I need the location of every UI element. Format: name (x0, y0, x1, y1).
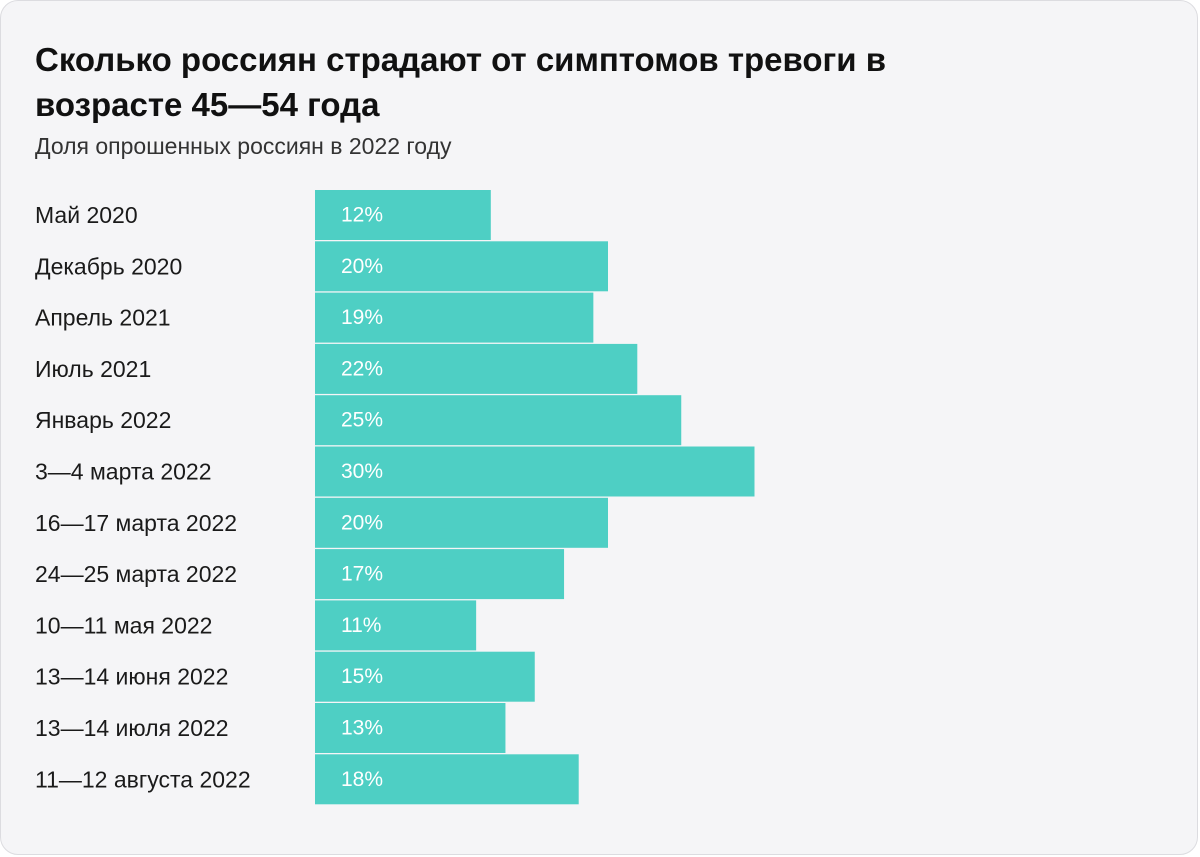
category-label: 10—11 мая 2022 (35, 612, 212, 638)
category-label: 13—14 июня 2022 (35, 664, 228, 690)
category-label: Январь 2022 (35, 407, 171, 433)
category-label: 3—4 марта 2022 (35, 459, 212, 485)
category-label: Май 2020 (35, 202, 138, 228)
value-label: 18% (341, 768, 383, 791)
value-label: 25% (341, 409, 383, 432)
chart-title: Сколько россиян страдают от симптомов тр… (35, 41, 887, 123)
value-label: 20% (341, 511, 383, 534)
category-label: 24—25 марта 2022 (35, 561, 237, 587)
bar (315, 549, 565, 600)
category-label: 11—12 августа 2022 (35, 766, 251, 792)
category-label: 16—17 марта 2022 (35, 510, 237, 536)
bar (315, 703, 506, 753)
bar (315, 190, 491, 240)
value-label: 11% (341, 614, 381, 637)
bar (315, 497, 608, 548)
bar (315, 446, 755, 497)
bar (315, 241, 608, 292)
bar (315, 395, 682, 446)
chart-subtitle: Доля опрошенных россиян в 2022 году (35, 133, 452, 159)
value-label: 17% (341, 563, 383, 586)
category-label: 13—14 июля 2022 (35, 715, 229, 741)
category-label: Апрель 2021 (35, 305, 171, 331)
bar (315, 651, 535, 702)
value-label: 30% (341, 460, 383, 483)
category-label: Июль 2021 (35, 356, 151, 382)
value-label: 22% (341, 357, 383, 380)
bar (315, 343, 638, 394)
value-label: 12% (341, 204, 383, 227)
bar (315, 754, 579, 805)
category-label: Декабрь 2020 (35, 253, 182, 279)
value-label: 19% (341, 306, 383, 329)
bar (315, 292, 594, 343)
value-label: 13% (341, 717, 383, 740)
value-label: 20% (341, 255, 383, 278)
value-label: 15% (341, 665, 383, 688)
bar (315, 600, 477, 651)
